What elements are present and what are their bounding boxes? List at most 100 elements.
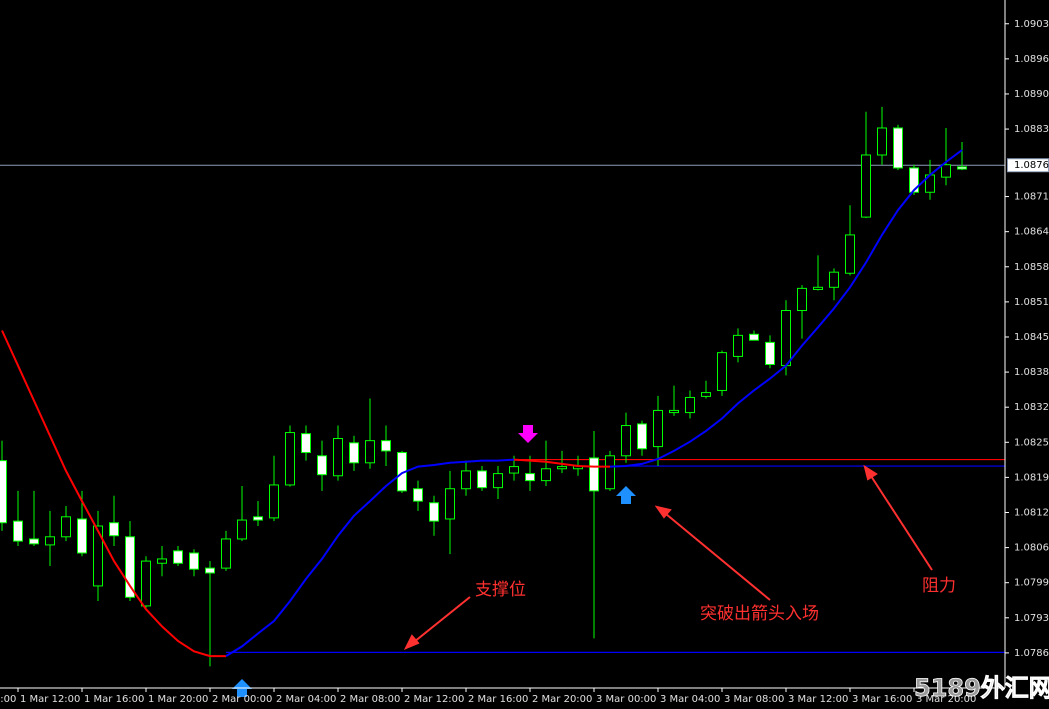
candle-body bbox=[445, 488, 455, 520]
candle-body bbox=[429, 502, 439, 522]
candle-body bbox=[77, 518, 87, 554]
y-tick-label: 1.09030 bbox=[1014, 19, 1049, 30]
candle-body bbox=[797, 287, 807, 312]
arrow-head bbox=[403, 634, 420, 650]
candle-body bbox=[637, 423, 647, 450]
y-tick-label: 1.08580 bbox=[1014, 262, 1049, 273]
candle-body bbox=[957, 166, 967, 170]
candle-body bbox=[205, 567, 215, 574]
candle-body bbox=[253, 516, 263, 521]
candle-body bbox=[541, 468, 551, 482]
y-tick-label: 1.08255 bbox=[1014, 437, 1049, 448]
x-tick-label: 3 Mar 08:00 bbox=[724, 694, 784, 705]
y-tick-label: 1.08385 bbox=[1014, 367, 1049, 378]
x-tick-label: 2 Mar 16:00 bbox=[468, 694, 528, 705]
candle-body bbox=[589, 457, 599, 492]
candle-body bbox=[413, 488, 423, 502]
y-tick-label: 1.07995 bbox=[1014, 578, 1049, 589]
x-tick-label: 2 Mar 12:00 bbox=[404, 694, 464, 705]
x-tick-label: 2 Mar 08:00 bbox=[340, 694, 400, 705]
y-tick-label: 1.08190 bbox=[1014, 472, 1049, 483]
candle-body bbox=[557, 466, 567, 470]
candle-body bbox=[221, 538, 231, 569]
y-tick-label: 1.08515 bbox=[1014, 297, 1049, 308]
candle-body bbox=[45, 536, 55, 546]
annotation: 支撑位 bbox=[475, 580, 526, 600]
candle-body bbox=[349, 442, 359, 464]
candle-body bbox=[173, 550, 183, 564]
x-tick-label: 1 Mar 20:00 bbox=[148, 694, 208, 705]
y-tick-label: 1.08320 bbox=[1014, 402, 1049, 413]
candle-body bbox=[301, 433, 311, 454]
candle-body bbox=[141, 560, 151, 607]
candle-body bbox=[845, 234, 855, 274]
candle-body bbox=[13, 520, 23, 542]
candle-body bbox=[333, 438, 343, 477]
y-tick-label: 1.07865 bbox=[1014, 648, 1049, 659]
candle-body bbox=[285, 432, 295, 486]
candle-body bbox=[189, 552, 199, 570]
candle-body bbox=[813, 286, 823, 290]
x-tick-label: 3 Mar 20:00 bbox=[916, 694, 976, 705]
indicator-line bbox=[1, 330, 610, 658]
candle-body bbox=[125, 536, 135, 598]
candle-body bbox=[477, 470, 487, 489]
candle-body bbox=[941, 164, 951, 178]
candle-body bbox=[93, 525, 103, 587]
annotation-arrow bbox=[413, 596, 471, 643]
x-tick-label: 1 Mar 08:00 bbox=[0, 694, 16, 705]
candle-body bbox=[605, 455, 615, 490]
candle-body bbox=[237, 519, 247, 540]
candle-body bbox=[861, 154, 871, 218]
candle-body bbox=[877, 127, 887, 156]
y-tick-label: 1.08710 bbox=[1014, 192, 1049, 203]
y-tick-label: 1.08645 bbox=[1014, 227, 1049, 238]
candle-body bbox=[381, 440, 391, 452]
x-tick-label: 2 Mar 04:00 bbox=[276, 694, 336, 705]
annotation: 阻力 bbox=[922, 576, 956, 596]
candle-body bbox=[269, 484, 279, 519]
x-tick-label: 3 Mar 04:00 bbox=[660, 694, 720, 705]
candle-body bbox=[621, 425, 631, 457]
y-tick-label: 1.08965 bbox=[1014, 54, 1049, 65]
candle-body bbox=[701, 392, 711, 397]
x-tick-label: 3 Mar 00:00 bbox=[596, 694, 656, 705]
candle-body bbox=[525, 473, 535, 482]
last-price-box-inner bbox=[1008, 159, 1048, 172]
x-tick-label: 2 Mar 00:00 bbox=[212, 694, 272, 705]
annotation: 突破出箭头入场 bbox=[700, 604, 819, 624]
indicator-line bbox=[225, 149, 963, 657]
x-tick-label: 1 Mar 12:00 bbox=[20, 694, 80, 705]
candle-body bbox=[61, 516, 71, 538]
candle-body bbox=[733, 334, 743, 357]
buy-arrow bbox=[616, 486, 636, 504]
annotation-arrow bbox=[665, 513, 771, 601]
candle-body bbox=[509, 466, 519, 474]
candle-body bbox=[461, 470, 471, 490]
candle-body bbox=[157, 558, 167, 564]
candle-body bbox=[909, 167, 919, 193]
candle-body bbox=[493, 473, 503, 489]
y-tick-label: 1.07930 bbox=[1014, 613, 1049, 624]
x-tick-label: 3 Mar 12:00 bbox=[788, 694, 848, 705]
candle-body bbox=[717, 352, 727, 391]
plot-area bbox=[0, 106, 1005, 667]
sell-arrow bbox=[518, 425, 538, 443]
x-tick-label: 3 Mar 16:00 bbox=[852, 694, 912, 705]
arrow-head bbox=[654, 505, 672, 519]
x-tick-label: 2 Mar 20:00 bbox=[532, 694, 592, 705]
candle-body bbox=[29, 538, 39, 545]
candle-body bbox=[781, 310, 791, 367]
candle-body bbox=[685, 396, 695, 414]
last-price-label: 1.08768 bbox=[1014, 160, 1049, 171]
candle-body bbox=[749, 333, 759, 341]
candle-body bbox=[653, 409, 663, 448]
candle-body bbox=[765, 341, 775, 366]
annotation-arrows bbox=[403, 464, 933, 650]
annotation-arrow bbox=[870, 475, 933, 571]
candle-body bbox=[893, 127, 903, 169]
candle-body bbox=[0, 460, 7, 524]
candle-body bbox=[669, 409, 679, 414]
